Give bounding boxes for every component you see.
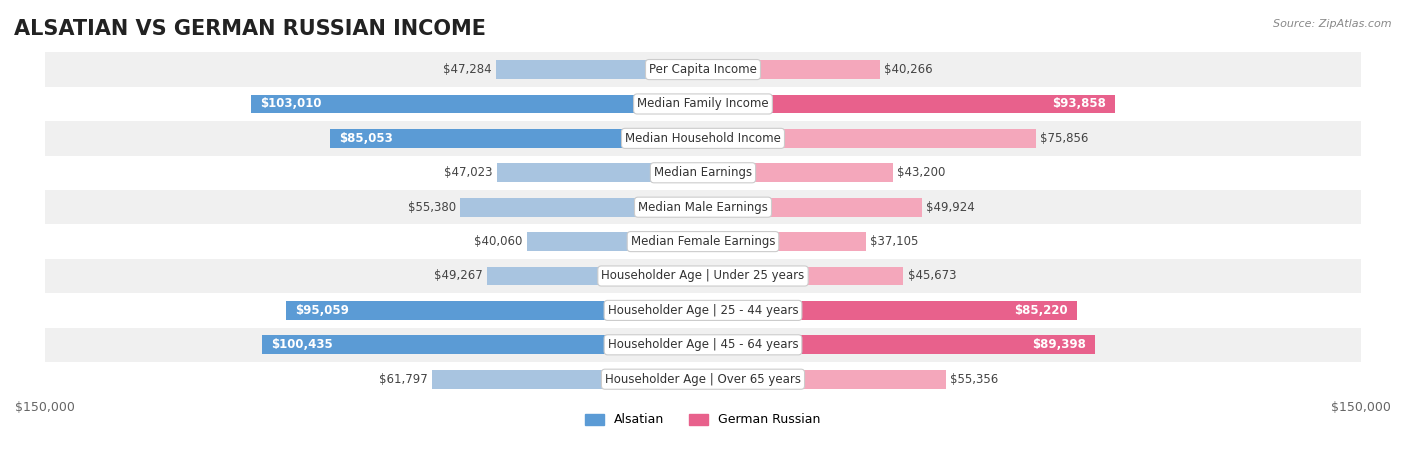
Bar — [263, 335, 703, 354]
Text: Median Household Income: Median Household Income — [626, 132, 780, 145]
Text: Source: ZipAtlas.com: Source: ZipAtlas.com — [1274, 19, 1392, 28]
Text: $100,435: $100,435 — [271, 338, 333, 351]
Text: $40,060: $40,060 — [474, 235, 523, 248]
Text: Householder Age | Under 25 years: Householder Age | Under 25 years — [602, 269, 804, 283]
Text: $40,266: $40,266 — [884, 63, 932, 76]
Text: Householder Age | 45 - 64 years: Householder Age | 45 - 64 years — [607, 338, 799, 351]
Bar — [45, 293, 1361, 328]
Text: $37,105: $37,105 — [870, 235, 918, 248]
Bar — [45, 328, 1361, 362]
Text: $55,356: $55,356 — [950, 373, 998, 386]
Text: Median Earnings: Median Earnings — [654, 166, 752, 179]
Bar — [703, 370, 946, 389]
Bar — [703, 301, 1077, 320]
Text: $75,856: $75,856 — [1040, 132, 1088, 145]
Bar — [45, 224, 1361, 259]
Text: $47,284: $47,284 — [443, 63, 491, 76]
Legend: Alsatian, German Russian: Alsatian, German Russian — [581, 409, 825, 432]
Text: $85,220: $85,220 — [1015, 304, 1069, 317]
Text: ALSATIAN VS GERMAN RUSSIAN INCOME: ALSATIAN VS GERMAN RUSSIAN INCOME — [14, 19, 486, 39]
Text: $49,267: $49,267 — [433, 269, 482, 283]
Text: Householder Age | 25 - 44 years: Householder Age | 25 - 44 years — [607, 304, 799, 317]
Bar — [703, 94, 1115, 113]
Bar — [495, 60, 703, 79]
Text: $43,200: $43,200 — [897, 166, 945, 179]
Text: $49,924: $49,924 — [927, 201, 976, 214]
Bar — [703, 198, 922, 217]
Text: $47,023: $47,023 — [444, 166, 492, 179]
Bar — [703, 129, 1036, 148]
Text: $45,673: $45,673 — [908, 269, 956, 283]
Text: $93,858: $93,858 — [1052, 98, 1107, 111]
Text: $55,380: $55,380 — [408, 201, 456, 214]
Bar — [432, 370, 703, 389]
Bar — [703, 60, 880, 79]
Text: $61,797: $61,797 — [378, 373, 427, 386]
Bar — [45, 156, 1361, 190]
Text: Median Family Income: Median Family Income — [637, 98, 769, 111]
Bar — [703, 267, 904, 285]
Bar — [460, 198, 703, 217]
Bar — [45, 362, 1361, 396]
Bar — [527, 232, 703, 251]
Text: Median Male Earnings: Median Male Earnings — [638, 201, 768, 214]
Bar — [252, 94, 703, 113]
Bar — [703, 163, 893, 182]
Text: $95,059: $95,059 — [295, 304, 349, 317]
Bar — [330, 129, 703, 148]
Bar — [703, 335, 1095, 354]
Text: $89,398: $89,398 — [1032, 338, 1087, 351]
Text: Householder Age | Over 65 years: Householder Age | Over 65 years — [605, 373, 801, 386]
Text: $103,010: $103,010 — [260, 98, 322, 111]
Bar — [285, 301, 703, 320]
Bar — [45, 52, 1361, 87]
Text: Median Female Earnings: Median Female Earnings — [631, 235, 775, 248]
Bar — [496, 163, 703, 182]
Bar — [703, 232, 866, 251]
Bar — [45, 190, 1361, 224]
Bar — [45, 87, 1361, 121]
Text: Per Capita Income: Per Capita Income — [650, 63, 756, 76]
Bar — [486, 267, 703, 285]
Bar — [45, 259, 1361, 293]
Text: $85,053: $85,053 — [339, 132, 392, 145]
Bar — [45, 121, 1361, 156]
